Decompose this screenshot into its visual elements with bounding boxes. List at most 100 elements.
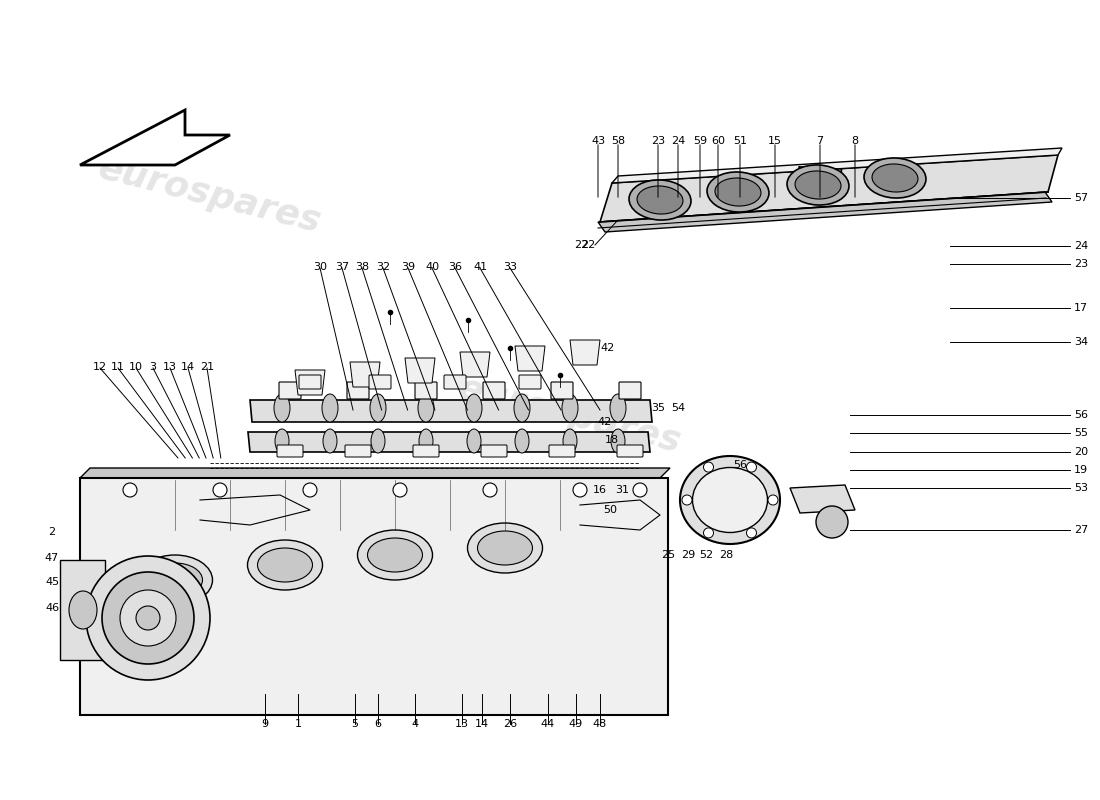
Text: 28: 28 — [719, 550, 733, 560]
Text: 26: 26 — [503, 719, 517, 729]
Text: 5: 5 — [352, 719, 359, 729]
Text: 37: 37 — [334, 262, 349, 272]
Text: 32: 32 — [376, 262, 390, 272]
Polygon shape — [295, 370, 324, 395]
Polygon shape — [515, 346, 544, 371]
Text: 42: 42 — [601, 343, 615, 353]
Ellipse shape — [248, 540, 322, 590]
Text: 24: 24 — [671, 136, 685, 146]
Text: 52: 52 — [698, 550, 713, 560]
Ellipse shape — [693, 467, 768, 533]
Text: 16: 16 — [593, 485, 607, 495]
Ellipse shape — [715, 178, 761, 206]
FancyBboxPatch shape — [346, 382, 368, 399]
Ellipse shape — [323, 429, 337, 453]
Text: 21: 21 — [200, 362, 214, 372]
Ellipse shape — [514, 394, 530, 422]
Text: 39: 39 — [400, 262, 415, 272]
Text: 22: 22 — [574, 240, 589, 250]
Circle shape — [747, 528, 757, 538]
Text: 60: 60 — [711, 136, 725, 146]
Circle shape — [682, 495, 692, 505]
Text: 51: 51 — [733, 136, 747, 146]
Text: 43: 43 — [591, 136, 605, 146]
Text: 6: 6 — [374, 719, 382, 729]
Polygon shape — [80, 478, 668, 715]
Text: 49: 49 — [569, 719, 583, 729]
Text: 22: 22 — [581, 240, 595, 250]
Text: 36: 36 — [448, 262, 462, 272]
Ellipse shape — [562, 394, 578, 422]
Polygon shape — [790, 485, 855, 513]
Ellipse shape — [466, 394, 482, 422]
Text: 38: 38 — [355, 262, 370, 272]
FancyBboxPatch shape — [444, 375, 466, 389]
Polygon shape — [405, 358, 435, 383]
Text: 59: 59 — [693, 136, 707, 146]
Ellipse shape — [680, 456, 780, 544]
Text: 8: 8 — [851, 136, 859, 146]
Ellipse shape — [468, 429, 481, 453]
Text: 47: 47 — [45, 553, 59, 563]
Polygon shape — [350, 362, 380, 387]
FancyBboxPatch shape — [481, 445, 507, 457]
Text: 55: 55 — [1074, 428, 1088, 438]
Ellipse shape — [418, 394, 434, 422]
Circle shape — [213, 483, 227, 497]
Text: 10: 10 — [129, 362, 143, 372]
Ellipse shape — [637, 186, 683, 214]
Text: 18: 18 — [605, 435, 619, 445]
Polygon shape — [248, 432, 650, 452]
Text: 24: 24 — [1074, 241, 1088, 251]
Text: 7: 7 — [816, 136, 824, 146]
Polygon shape — [460, 352, 490, 377]
Text: 53: 53 — [1074, 483, 1088, 493]
Text: 14: 14 — [475, 719, 490, 729]
Ellipse shape — [515, 429, 529, 453]
Circle shape — [573, 483, 587, 497]
Ellipse shape — [358, 530, 432, 580]
Text: 14: 14 — [180, 362, 195, 372]
Text: 27: 27 — [1074, 525, 1088, 535]
Circle shape — [102, 572, 194, 664]
Text: 33: 33 — [503, 262, 517, 272]
Polygon shape — [80, 468, 670, 478]
Circle shape — [136, 606, 160, 630]
Polygon shape — [600, 155, 1058, 222]
Text: 23: 23 — [1074, 259, 1088, 269]
Text: 12: 12 — [92, 362, 107, 372]
Text: 17: 17 — [1074, 303, 1088, 313]
Text: 29: 29 — [681, 550, 695, 560]
Ellipse shape — [257, 548, 312, 582]
Text: FERRARI: FERRARI — [796, 166, 844, 178]
FancyBboxPatch shape — [551, 382, 573, 399]
Polygon shape — [570, 340, 600, 365]
Ellipse shape — [786, 165, 849, 205]
Text: 35: 35 — [651, 403, 666, 413]
Ellipse shape — [69, 591, 97, 629]
Text: 34: 34 — [1074, 337, 1088, 347]
Text: 56: 56 — [1074, 410, 1088, 420]
Text: 56: 56 — [733, 460, 747, 470]
Ellipse shape — [707, 172, 769, 212]
Circle shape — [393, 483, 407, 497]
Text: eurospares: eurospares — [95, 151, 324, 239]
Ellipse shape — [147, 563, 202, 597]
Circle shape — [86, 556, 210, 680]
Ellipse shape — [138, 555, 212, 605]
Text: 40: 40 — [425, 262, 439, 272]
Text: 25: 25 — [661, 550, 675, 560]
FancyBboxPatch shape — [483, 382, 505, 399]
FancyBboxPatch shape — [617, 445, 643, 457]
Ellipse shape — [367, 538, 422, 572]
Ellipse shape — [419, 429, 433, 453]
Circle shape — [483, 483, 497, 497]
Text: 30: 30 — [314, 262, 327, 272]
Circle shape — [704, 462, 714, 472]
Ellipse shape — [371, 429, 385, 453]
Text: 3: 3 — [150, 362, 156, 372]
Text: 48: 48 — [593, 719, 607, 729]
Text: 44: 44 — [541, 719, 556, 729]
Text: 19: 19 — [1074, 465, 1088, 475]
FancyBboxPatch shape — [279, 382, 301, 399]
